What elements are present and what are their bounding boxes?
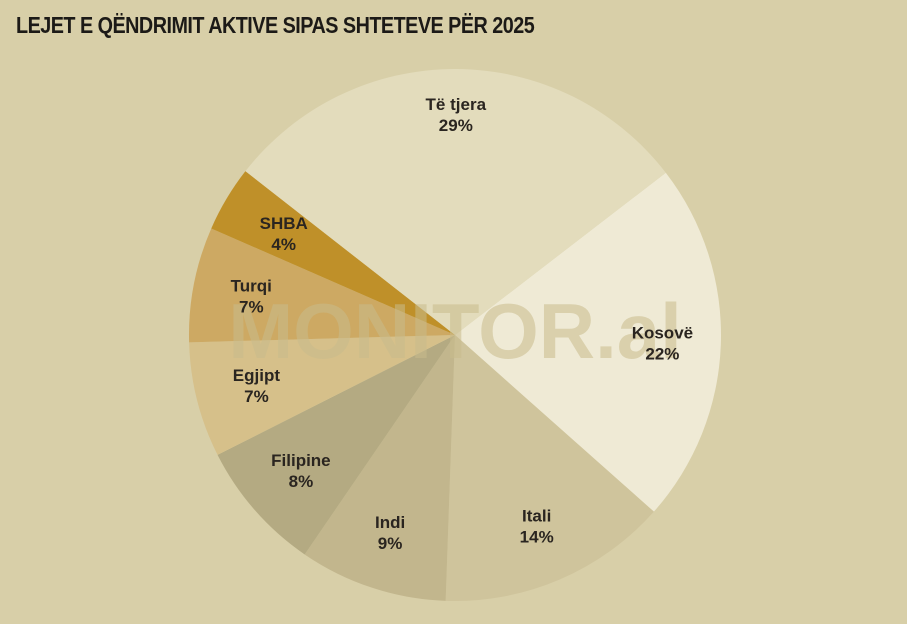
pie-slices: [188, 68, 722, 602]
slice-value-2: 9%: [378, 534, 403, 553]
slice-label-3: Filipine: [271, 451, 331, 470]
pie-slice-5: [188, 228, 456, 343]
watermark: MONITOR.al: [228, 287, 682, 375]
slice-value-7: 29%: [439, 116, 473, 135]
slice-label-7: Të tjera: [426, 95, 487, 114]
slice-label-4: Egjipt: [233, 366, 281, 385]
slice-label-0: Kosovë: [632, 323, 693, 342]
pie-slice-1: [445, 335, 654, 602]
slice-value-3: 8%: [289, 472, 314, 491]
chart-title: LEJET E QËNDRIMIT AKTIVE SIPAS SHTETEVE …: [16, 12, 535, 38]
slice-label-1: Itali: [522, 507, 551, 526]
pie-slice-4: [189, 335, 455, 455]
slice-value-1: 14%: [520, 528, 554, 547]
pie-slice-0: [455, 172, 722, 512]
slice-label-5: Turqi: [231, 276, 272, 295]
pie-slice-6: [211, 171, 455, 335]
slice-labels: Kosovë 22% Itali 14% Indi 9% Filipine 8% Egjipt 7…: [231, 95, 693, 553]
slice-label-6: SHBA: [260, 214, 308, 233]
pie-slice-3: [217, 335, 455, 555]
slice-value-0: 22%: [645, 344, 679, 363]
slice-value-4: 7%: [244, 387, 269, 406]
slice-label-2: Indi: [375, 513, 405, 532]
pie-slice-7: [245, 68, 666, 336]
slice-value-5: 7%: [239, 297, 264, 316]
slice-value-6: 4%: [271, 235, 296, 254]
pie-slice-2: [304, 335, 455, 601]
